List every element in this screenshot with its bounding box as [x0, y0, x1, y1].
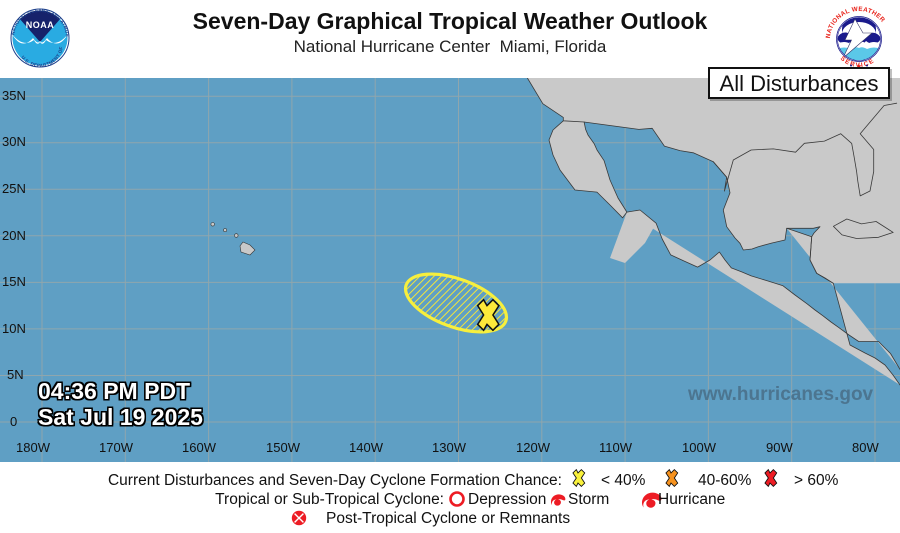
- svg-text:Current Disturbances and Seven: Current Disturbances and Seven-Day Cyclo…: [108, 472, 562, 489]
- svg-text:Tropical or Sub-Tropical Cyclo: Tropical or Sub-Tropical Cyclone:: [215, 491, 444, 508]
- svg-text:Hurricane: Hurricane: [658, 491, 725, 508]
- svg-text:40-60%: 40-60%: [698, 472, 752, 489]
- svg-text:Storm: Storm: [568, 491, 609, 508]
- svg-text:> 60%: > 60%: [794, 472, 839, 489]
- svg-text:Post-Tropical Cyclone or Remna: Post-Tropical Cyclone or Remnants: [326, 510, 570, 527]
- svg-text:Depression: Depression: [468, 491, 546, 508]
- svg-text:< 40%: < 40%: [601, 472, 646, 489]
